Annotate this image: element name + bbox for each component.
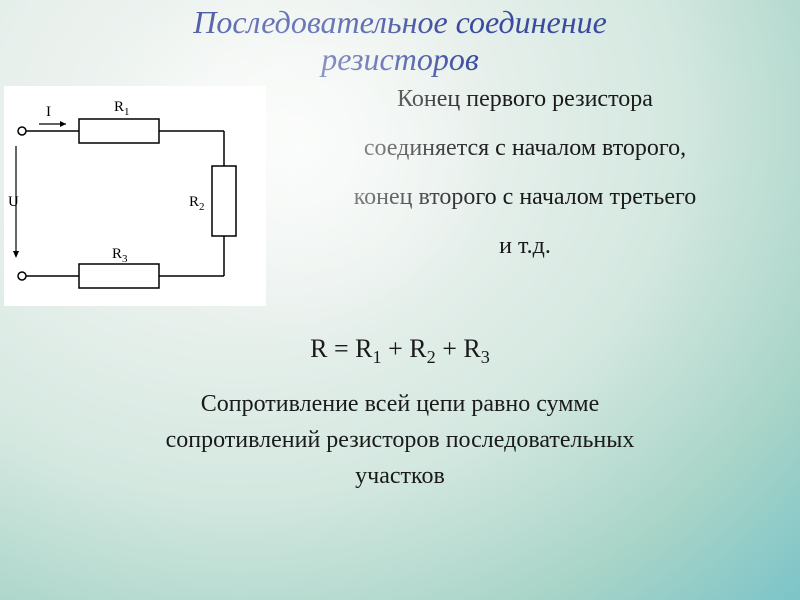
formula-plus1: + [382,334,410,363]
label-U: U [8,194,19,210]
slide-title: Последовательное соединение резисторов [0,0,800,78]
formula-R3-sub: 3 [481,347,490,367]
summary: Сопротивление всей цепи равно сумме сопр… [0,386,800,494]
formula-R: R [310,334,327,363]
input-terminal-bottom [18,272,26,280]
circuit-svg: I U R1 R2 R3 [4,86,266,306]
formula-R2-sub: 2 [427,347,436,367]
formula-R3: R [463,334,480,363]
formula-R1: R [355,334,372,363]
desc-line-4: и т.д. [280,233,770,260]
desc-line-2: соединяется с началом второго, [280,135,770,162]
diagram-area: I U R1 R2 R3 [0,86,280,306]
formula-plus2: + [436,334,464,363]
content-row: I U R1 R2 R3 Конец первого резистора сое… [0,86,800,306]
desc-line-1: Конец первого резистора [280,86,770,113]
formula-R2: R [409,334,426,363]
title-line-2: резисторов [0,41,800,78]
label-R2: R2 [189,194,205,213]
formula-eq: = [328,334,356,363]
current-arrow-head [60,121,66,127]
summary-line-1: Сопротивление всей цепи равно сумме [50,386,750,422]
description-area: Конец первого резистора соединяется с на… [280,86,800,306]
circuit-diagram: I U R1 R2 R3 [4,86,266,306]
summary-line-3: участков [50,458,750,494]
formula: R = R1 + R2 + R3 [0,334,800,368]
title-line-1: Последовательное соединение [0,4,800,41]
voltage-arrow-head [13,251,19,258]
desc-line-3: конец второго с началом третьего [280,184,770,211]
formula-R1-sub: 1 [373,347,382,367]
input-terminal-top [18,127,26,135]
label-I: I [46,104,51,120]
summary-line-2: сопротивлений резисторов последовательны… [50,422,750,458]
label-R1: R1 [114,99,130,118]
label-R3: R3 [112,246,128,265]
resistor-r3 [79,264,159,288]
resistor-r1 [79,119,159,143]
resistor-r2 [212,166,236,236]
